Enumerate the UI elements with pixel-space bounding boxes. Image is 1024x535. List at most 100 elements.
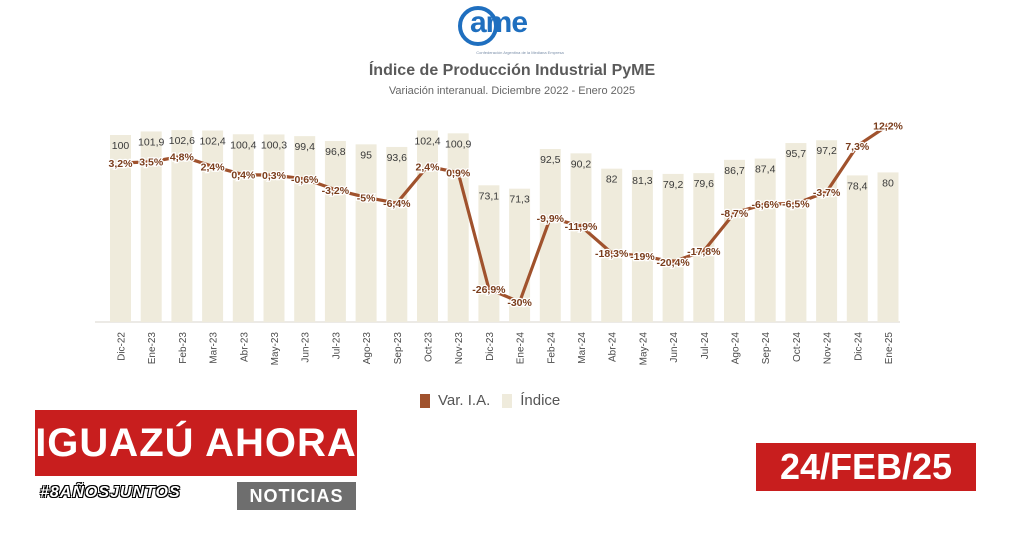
bar — [816, 140, 838, 322]
line-label: 2,4% — [416, 161, 441, 173]
legend-swatch-line — [420, 393, 430, 408]
x-tick-label: Mar-24 — [577, 332, 588, 364]
line-label: -20,4% — [656, 257, 690, 269]
x-tick-label: Jun-24 — [669, 332, 680, 363]
bar-label: 71,3 — [509, 194, 530, 206]
line-point — [271, 172, 277, 178]
x-tick-label: Dic-22 — [117, 332, 128, 361]
x-tick-label: Feb-23 — [178, 332, 189, 364]
bar-label: 79,6 — [694, 178, 715, 190]
bar-label: 102,4 — [414, 136, 440, 148]
bar — [355, 144, 377, 322]
line-point — [425, 163, 430, 169]
line-point — [517, 299, 523, 305]
line-point — [179, 153, 185, 159]
line-label: 12,2% — [873, 120, 903, 132]
line-point — [578, 223, 584, 229]
line-point — [824, 189, 830, 195]
x-tick-label: Dic-24 — [853, 332, 864, 361]
logo-text: ame — [470, 6, 528, 39]
line-label: 7,3% — [845, 141, 870, 153]
bar — [570, 153, 592, 322]
bar — [662, 173, 684, 322]
brand-tagline: #8AÑOSJUNTOS — [40, 484, 181, 501]
line-point — [486, 286, 492, 292]
line-point — [363, 194, 369, 200]
line-label: -0,6% — [291, 174, 319, 186]
legend-label-line: Var. I.A. — [438, 392, 491, 409]
line-label: -5% — [357, 192, 376, 204]
x-tick-label: Ago-23 — [362, 332, 373, 365]
bar — [846, 175, 868, 322]
x-tick-label: Oct-23 — [424, 332, 435, 362]
line-point — [240, 172, 246, 178]
bar — [631, 169, 653, 322]
x-tick-label: Abr-23 — [239, 332, 250, 362]
bar-label: 93,6 — [387, 152, 408, 164]
line-label: -6,5% — [782, 199, 810, 211]
bar-label: 90,2 — [571, 158, 592, 170]
logo-circle — [458, 6, 498, 46]
x-tick-label: Ene-24 — [516, 332, 527, 365]
bar-label: 100,4 — [230, 139, 256, 151]
line-label: -9,9% — [537, 213, 565, 225]
line-label: -3,7% — [813, 187, 841, 199]
line-label: 4,8% — [170, 151, 195, 163]
bar — [110, 135, 131, 322]
line-point — [701, 248, 707, 254]
line-point — [210, 163, 216, 169]
series-line-var-ia — [120, 123, 889, 304]
chart-legend: Var. I.A. Índice — [420, 392, 560, 409]
bar-label: 99,4 — [294, 141, 315, 153]
bar — [263, 134, 285, 322]
bar — [324, 140, 346, 322]
line-point — [609, 250, 615, 256]
line-point — [793, 201, 799, 207]
line-label: 2,4% — [201, 161, 226, 173]
line-label: -30% — [507, 297, 532, 309]
x-tick-label: Ene-23 — [147, 332, 158, 365]
x-tick-label: Sep-24 — [761, 332, 772, 365]
bar — [754, 158, 776, 322]
logo-subtitle: Confederación Argentina de la Mediana Em… — [476, 50, 564, 55]
bar-label: 73,1 — [479, 190, 500, 202]
bar-label: 96,8 — [325, 146, 346, 158]
bar — [140, 131, 162, 322]
x-tick-label: Oct-24 — [792, 332, 803, 362]
line-label: -6,4% — [383, 198, 411, 210]
line-point — [332, 187, 338, 193]
bar-label: 97,2 — [816, 145, 837, 157]
bar-label: 102,4 — [199, 136, 225, 148]
bar-label: 95 — [360, 149, 372, 161]
bar — [724, 159, 745, 322]
bar-label: 102,6 — [169, 135, 195, 147]
chart-title: Índice de Producción Industrial PyME — [368, 62, 656, 79]
line-point — [854, 143, 860, 149]
bar-label: 92,5 — [540, 154, 561, 166]
line-label: 0,3% — [262, 170, 287, 182]
line-label: -8,7% — [721, 208, 749, 220]
x-tick-label: Sep-23 — [393, 332, 404, 365]
line-label: -19% — [630, 251, 655, 263]
line-label: -11,9% — [565, 221, 598, 233]
line-point — [670, 259, 676, 265]
bar-label: 79,2 — [663, 179, 684, 191]
bar — [877, 172, 899, 322]
bar-label: 95,7 — [786, 148, 807, 160]
line-point — [732, 210, 737, 216]
line-label: 0,4% — [231, 170, 256, 182]
line-label: -26,9% — [472, 284, 506, 296]
line-label: 0,9% — [446, 168, 471, 180]
line-point — [148, 159, 154, 165]
bar-label: 100,3 — [261, 139, 287, 151]
x-tick-label: Jul-24 — [700, 332, 711, 360]
line-label: -18,3% — [595, 248, 629, 260]
bar — [232, 134, 254, 322]
bar — [171, 130, 193, 322]
bar — [294, 136, 316, 322]
bar-label: 101,9 — [138, 136, 164, 148]
x-tick-label: Nov-23 — [454, 332, 465, 365]
x-tick-label: Ago-24 — [731, 332, 742, 365]
x-tick-label: Dic-23 — [485, 332, 496, 361]
line-label: -3,2% — [322, 185, 350, 197]
